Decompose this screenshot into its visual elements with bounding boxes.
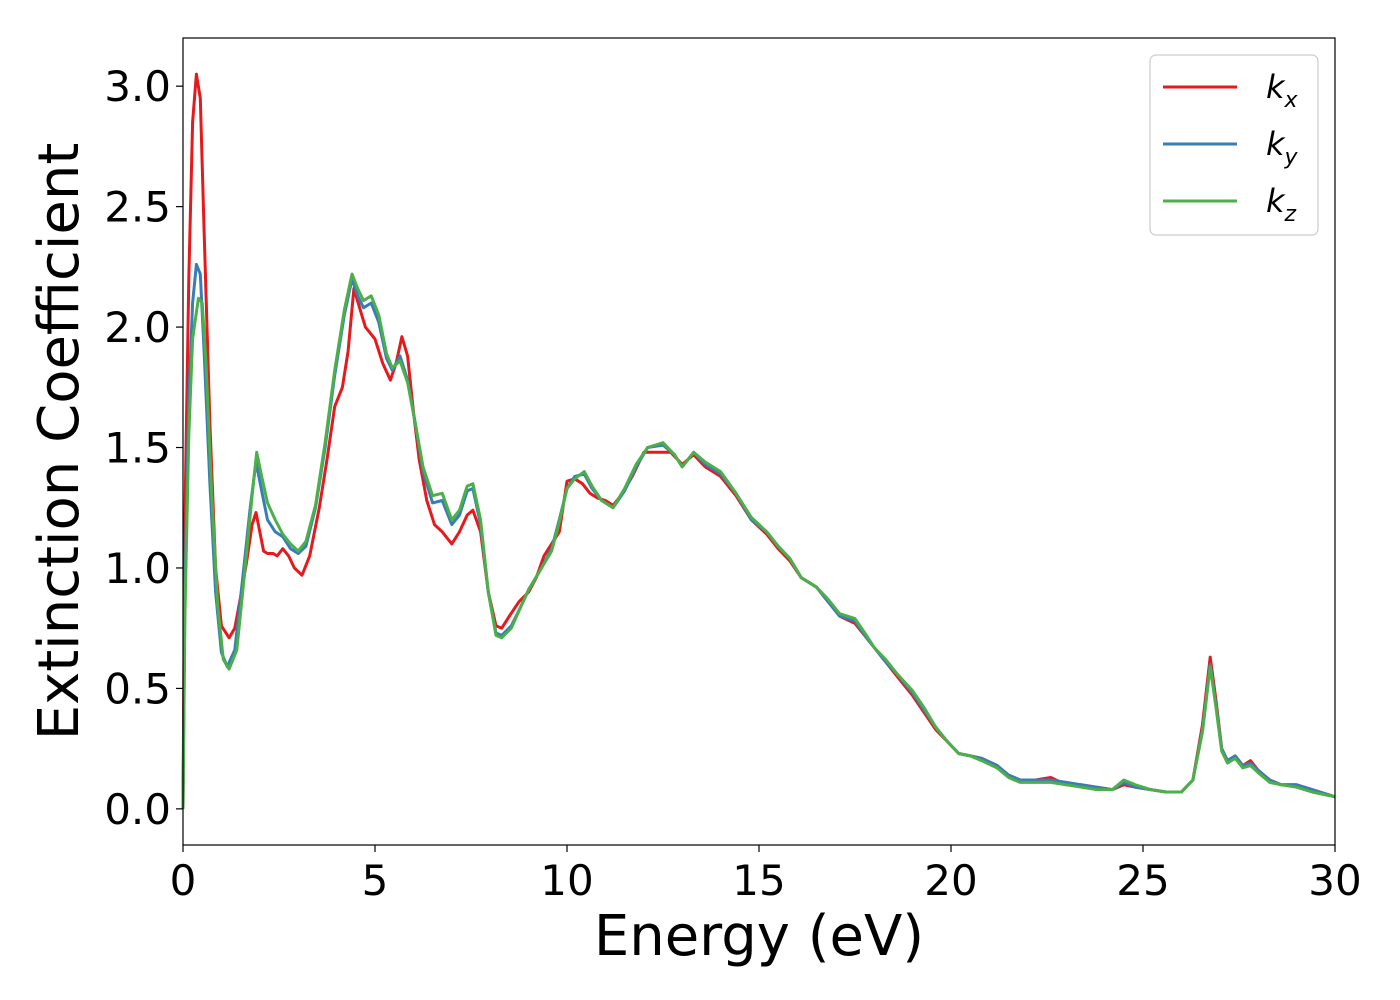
x-tick-label: 20 <box>924 856 977 905</box>
series-line-k-z <box>181 272 1336 809</box>
x-tick-label: 15 <box>732 856 785 905</box>
y-tick-label: 3.0 <box>104 62 171 111</box>
y-tick-label: 0.0 <box>104 785 171 834</box>
x-tick-label: 25 <box>1116 856 1169 905</box>
y-axis-ticks: 0.0 0.5 1.0 1.5 2.0 2.5 3.0 <box>104 62 183 834</box>
y-tick-label: 1.0 <box>104 544 171 593</box>
legend: kx ky kz <box>1149 54 1319 236</box>
legend-label: kz <box>1266 182 1297 227</box>
y-tick-label: 2.5 <box>104 183 171 232</box>
y-tick-label: 2.0 <box>104 303 171 352</box>
x-tick-label: 5 <box>362 856 389 905</box>
y-tick-label: 0.5 <box>104 664 171 713</box>
series-layer <box>181 72 1336 809</box>
legend-label: kx <box>1266 68 1299 113</box>
legend-label: ky <box>1266 125 1299 170</box>
x-axis-ticks: 0 5 10 15 20 25 30 <box>170 845 1362 905</box>
x-tick-label: 10 <box>540 856 593 905</box>
y-axis-title: Extinction Coefficient <box>27 143 92 741</box>
y-tick-label: 1.5 <box>104 424 171 473</box>
x-axis-title: Energy (eV) <box>594 904 924 969</box>
x-tick-label: 0 <box>170 856 197 905</box>
x-tick-label: 30 <box>1308 856 1361 905</box>
